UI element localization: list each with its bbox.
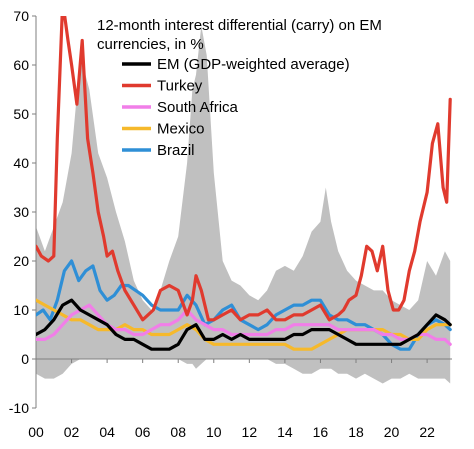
y-tick-label: 0 — [21, 351, 29, 367]
y-tick-label: 20 — [13, 253, 29, 269]
legend-label: Brazil — [157, 142, 195, 159]
y-tick-label: 30 — [13, 204, 29, 220]
x-tick-label: 20 — [384, 424, 400, 440]
legend-label: Mexico — [157, 121, 205, 138]
series-line-mexico — [36, 298, 452, 351]
series-line-turkey — [36, 16, 452, 322]
x-tick-label: 06 — [135, 424, 151, 440]
y-tick-label: 50 — [13, 106, 29, 122]
x-tick-label: 14 — [277, 424, 293, 440]
x-tick-label: 16 — [313, 424, 329, 440]
legend-label: EM (GDP-weighted average) — [157, 56, 350, 73]
y-tick-label: 40 — [13, 155, 29, 171]
y-tick-label: 10 — [13, 302, 29, 318]
x-tick-label: 10 — [206, 424, 222, 440]
x-tick-label: 00 — [28, 424, 44, 440]
x-tick-label: 18 — [348, 424, 364, 440]
x-tick-label: 04 — [99, 424, 115, 440]
chart-title-line: currencies, in % — [97, 36, 204, 53]
legend-label: Turkey — [157, 78, 203, 95]
chart-title: 12-month interest differential (carry) o… — [97, 17, 382, 53]
y-tick-label: 70 — [13, 8, 29, 24]
chart-title-line: 12-month interest differential (carry) o… — [97, 17, 382, 34]
series-layer — [36, 16, 452, 351]
axis-layer: -10 0 10 20 30 40 50 60 70 00 02 04 06 08 10 12 14 16 18 20… — [9, 8, 452, 440]
y-tick-label: -10 — [9, 400, 29, 416]
legend: EM (GDP-weighted average) Turkey South Afr… — [122, 56, 350, 159]
legend-label: South Africa — [157, 99, 239, 116]
series-line-em-gdp-weighted-average — [36, 298, 452, 351]
x-tick-label: 22 — [419, 424, 435, 440]
x-tick-label: 12 — [242, 424, 258, 440]
y-tick-label: 60 — [13, 57, 29, 73]
x-tick-label: 02 — [64, 424, 80, 440]
x-tick-label: 08 — [170, 424, 186, 440]
